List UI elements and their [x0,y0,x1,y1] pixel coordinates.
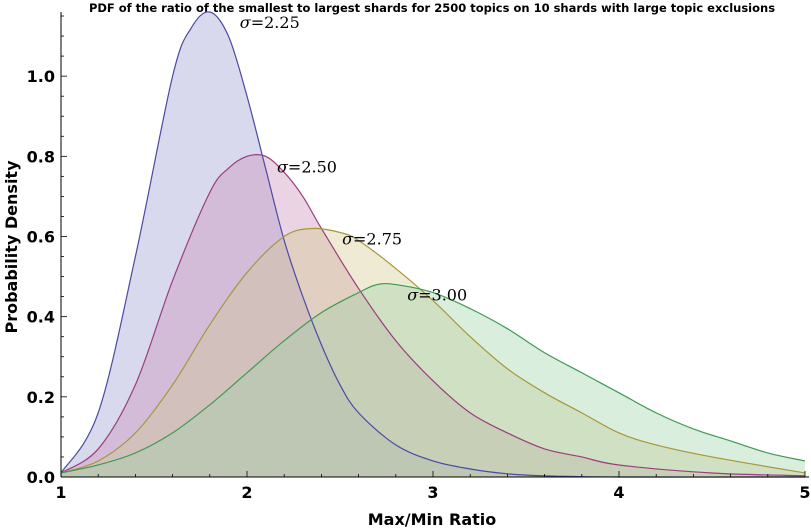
sigma-symbol: σ [342,229,354,248]
series-fill-layer [61,11,805,478]
x-tick-label: 5 [799,483,810,502]
series-line-sigma-300 [60,282,806,474]
series-area-sigma-250 [61,154,805,478]
series-label-sigma-250: σ=2.50 [277,157,337,176]
x-axis-label: Max/Min Ratio [368,510,497,529]
x-tick-label: 4 [613,483,624,502]
series-label-sigma-225: σ=2.25 [240,13,300,32]
y-tick-label: 0.2 [27,388,55,407]
sigma-value: =2.25 [251,13,300,32]
x-tick-label: 2 [241,483,252,502]
series-line-sigma-275 [60,227,806,474]
sigma-symbol: σ [277,157,289,176]
series-label-sigma-300: σ=3.00 [407,286,467,305]
sigma-symbol: σ [407,286,419,305]
y-tick-label: 0.6 [27,227,55,246]
x-tick-label: 1 [55,483,66,502]
sigma-value: =2.75 [353,229,402,248]
series-line-layer [60,11,806,478]
sigma-symbol: σ [240,13,252,32]
x-tick-label: 3 [427,483,438,502]
chart-title: PDF of the ratio of the smallest to larg… [89,1,775,15]
sigma-value: =3.00 [418,286,467,305]
y-tick-label: 1.0 [27,67,55,86]
annotation-layer: σ=2.25σ=2.50σ=2.75σ=3.00 [240,13,467,305]
y-axis-label: Probability Density [2,160,21,334]
y-tick-label: 0.4 [27,308,55,327]
y-tick-label: 0.8 [27,147,55,166]
sigma-value: =2.50 [288,157,337,176]
series-line-sigma-225 [60,11,806,478]
axes-layer: 1 2 3 4 5 0.0 0.2 0.4 0.6 0.8 1.0 [27,12,811,502]
y-tick-label: 0.0 [27,468,55,487]
series-label-sigma-275: σ=2.75 [342,229,402,248]
series-area-sigma-225 [61,11,805,478]
series-area-sigma-275 [61,228,805,477]
